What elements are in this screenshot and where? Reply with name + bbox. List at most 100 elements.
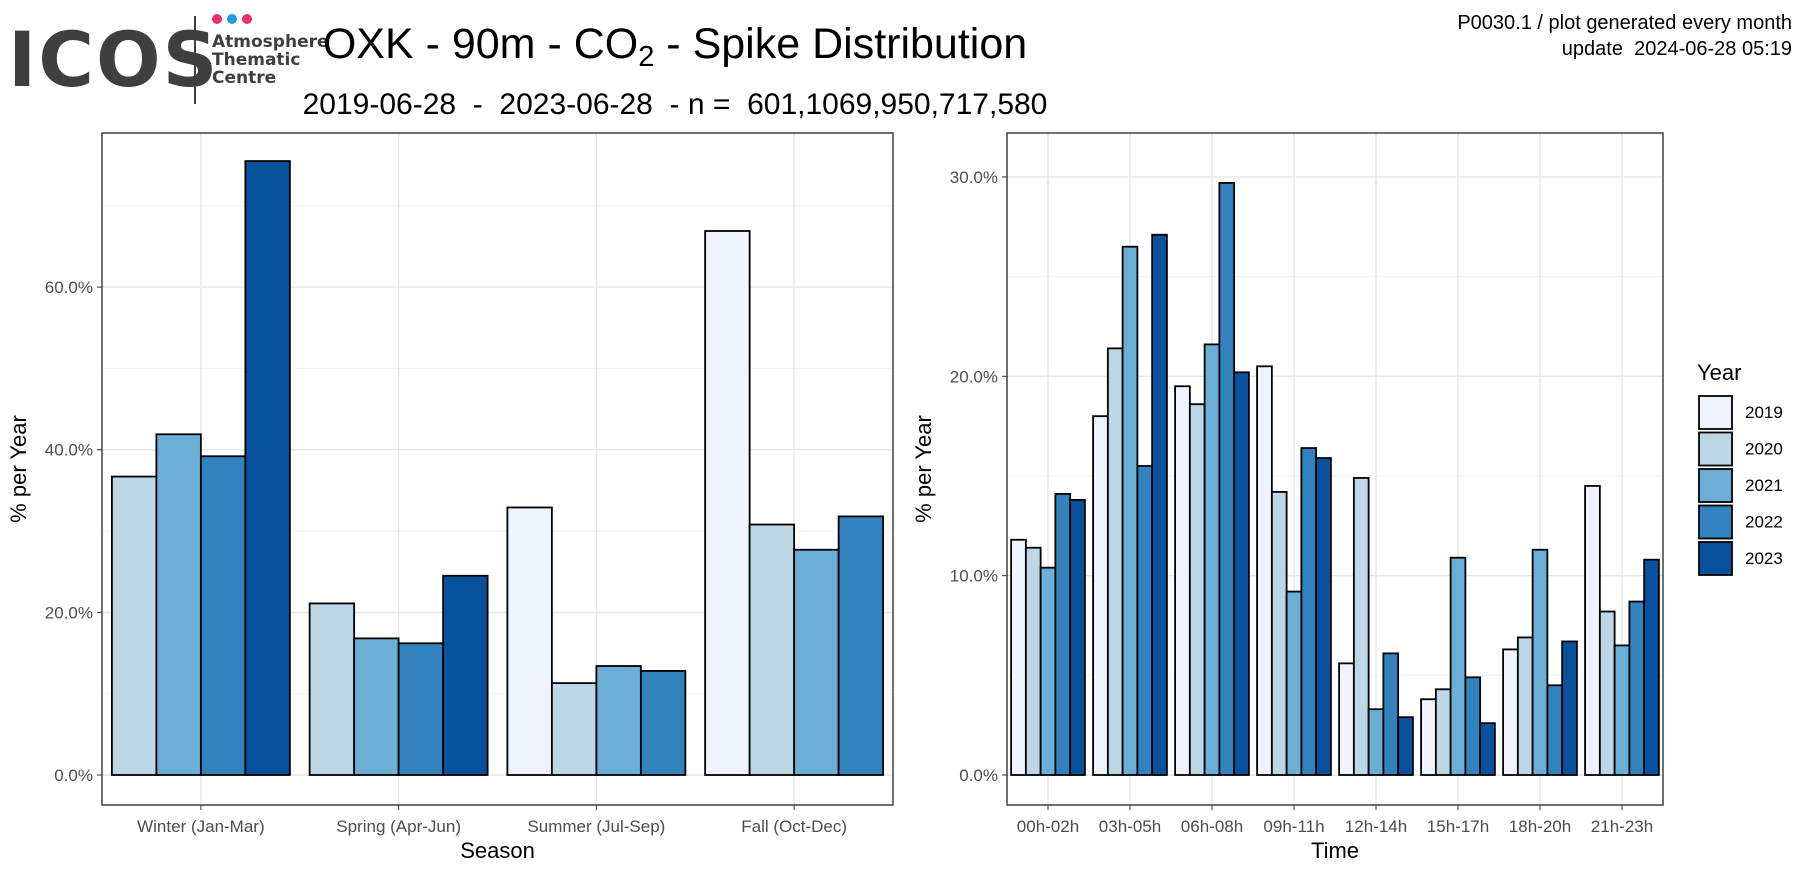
bar-2020-time-7 bbox=[1598, 610, 1616, 776]
meta-line-1: P0030.1 / plot generated every month bbox=[1457, 12, 1792, 34]
bar-2021-time-7 bbox=[1613, 644, 1631, 776]
y-tick-label: 20.0% bbox=[950, 367, 998, 386]
legend-title: Year bbox=[1697, 360, 1741, 385]
legend-swatch-2022 bbox=[1698, 504, 1733, 540]
bar-2022-season-2 bbox=[639, 670, 687, 776]
bar-2023-season-1 bbox=[442, 574, 489, 776]
bar-2020-time-3 bbox=[1270, 491, 1288, 776]
title-main: OXK - 90m - CO bbox=[322, 20, 639, 68]
legend-label-2021: 2021 bbox=[1745, 476, 1783, 495]
bar-2021-season-0 bbox=[155, 433, 202, 776]
bar-2020-season-1 bbox=[308, 602, 356, 776]
logo-dot-icon bbox=[227, 14, 237, 24]
bar-2023-time-5 bbox=[1479, 722, 1496, 776]
title-subscript: 2 bbox=[638, 41, 655, 73]
bar-2023-time-3 bbox=[1315, 457, 1332, 776]
page-title: OXK - 90m - CO2 - Spike Distribution bbox=[0, 20, 1350, 73]
bar-2022-time-6 bbox=[1546, 684, 1564, 776]
bar-2021-time-1 bbox=[1121, 245, 1139, 776]
y-tick-label: 0.0% bbox=[54, 766, 93, 785]
x-tick-label: 00h-02h bbox=[1017, 817, 1079, 836]
logo-line-2: Thematic bbox=[212, 50, 301, 70]
bar-2019-season-2 bbox=[506, 506, 553, 776]
bar-2020-time-5 bbox=[1434, 688, 1452, 776]
bar-2020-season-0 bbox=[110, 475, 158, 776]
bar-2019-time-6 bbox=[1502, 648, 1519, 776]
bar-2022-season-0 bbox=[199, 455, 247, 776]
y-tick-label: 60.0% bbox=[45, 278, 93, 297]
legend-swatch-2019 bbox=[1698, 395, 1733, 430]
logo-line-3: Centre bbox=[212, 68, 277, 88]
x-tick-label: 06h-08h bbox=[1181, 817, 1243, 836]
x-tick-label: 03h-05h bbox=[1099, 817, 1161, 836]
bar-2020-time-1 bbox=[1106, 347, 1124, 776]
logo-dot-icon bbox=[212, 14, 222, 24]
x-tick-label: Fall (Oct-Dec) bbox=[741, 817, 847, 836]
bar-2023-time-4 bbox=[1397, 716, 1414, 776]
legend-label-2023: 2023 bbox=[1745, 549, 1783, 568]
legend-swatch-2020 bbox=[1698, 431, 1733, 467]
bar-2020-time-0 bbox=[1024, 546, 1042, 776]
x-tick-label: Winter (Jan-Mar) bbox=[137, 817, 265, 836]
y-tick-label: 10.0% bbox=[950, 567, 998, 586]
bar-2020-time-2 bbox=[1188, 403, 1206, 776]
bar-2020-time-4 bbox=[1352, 477, 1370, 776]
logo-line-1: Atmosphere bbox=[212, 32, 329, 52]
bar-2023-time-6 bbox=[1561, 640, 1578, 776]
bar-2023-time-2 bbox=[1233, 371, 1250, 776]
bar-2019-time-0 bbox=[1010, 538, 1027, 776]
y-tick-label: 40.0% bbox=[45, 441, 93, 460]
bar-2023-time-7 bbox=[1643, 558, 1660, 776]
meta-line-2: update 2024-06-28 05:19 bbox=[1561, 38, 1792, 60]
chart-panel-time: 0.0% 10.0% 20.0% 30.0% 00h-02h 03h-05h 06h-08h… bbox=[911, 132, 1664, 863]
x-tick-label: 21h-23h bbox=[1591, 817, 1653, 836]
y-axis-title: % per Year bbox=[911, 415, 936, 523]
y-tick-label: 0.0% bbox=[959, 766, 998, 785]
bar-2021-season-2 bbox=[595, 665, 642, 776]
y-tick-label: 20.0% bbox=[45, 603, 93, 622]
bar-2022-time-4 bbox=[1382, 652, 1400, 776]
logo-wordmark: ICOS bbox=[8, 15, 220, 104]
bar-2021-time-6 bbox=[1531, 548, 1549, 776]
logo-divider bbox=[194, 16, 196, 104]
bar-2019-time-2 bbox=[1174, 385, 1191, 776]
bar-2022-time-5 bbox=[1464, 676, 1482, 776]
bar-2022-time-7 bbox=[1628, 600, 1646, 776]
bar-2021-time-2 bbox=[1203, 343, 1221, 776]
bar-2022-time-0 bbox=[1054, 493, 1072, 776]
bar-2022-time-2 bbox=[1218, 182, 1236, 776]
y-tick-label: 30.0% bbox=[950, 168, 998, 187]
bar-2020-season-3 bbox=[748, 523, 796, 776]
bar-2020-season-2 bbox=[550, 682, 598, 776]
x-tick-label: 09h-11h bbox=[1263, 817, 1324, 836]
y-axis-title: % per Year bbox=[6, 415, 31, 523]
legend-swatch-2023 bbox=[1698, 541, 1733, 576]
legend-label-2020: 2020 bbox=[1745, 440, 1783, 459]
bar-2022-time-1 bbox=[1136, 465, 1154, 776]
bar-2019-season-3 bbox=[704, 230, 751, 776]
bar-2021-time-5 bbox=[1449, 556, 1467, 776]
bar-2019-time-5 bbox=[1420, 698, 1437, 776]
x-tick-label: 12h-14h bbox=[1345, 817, 1407, 836]
title-tail: - Spike Distribution bbox=[654, 20, 1028, 68]
x-tick-label: 15h-17h bbox=[1427, 817, 1489, 836]
legend-swatch-2021 bbox=[1698, 468, 1733, 503]
bar-2022-season-3 bbox=[837, 515, 885, 776]
x-tick-label: Spring (Apr-Jun) bbox=[336, 817, 461, 836]
bar-2021-season-1 bbox=[353, 637, 400, 776]
chart-panel-season: 0.0% 20.0% 40.0% 60.0% Winter (Jan-Mar) Sprin… bbox=[6, 132, 894, 863]
x-tick-label: Summer (Jul-Sep) bbox=[527, 817, 665, 836]
x-axis-title: Time bbox=[1311, 838, 1359, 863]
bar-2022-time-3 bbox=[1300, 447, 1318, 776]
bar-2019-time-4 bbox=[1338, 662, 1355, 776]
page-subtitle: 2019-06-28 - 2023-06-28 - n = 601,1069,9… bbox=[302, 88, 1048, 121]
bar-2023-time-0 bbox=[1069, 498, 1086, 776]
panel-border bbox=[101, 132, 894, 806]
bar-2021-time-3 bbox=[1285, 590, 1303, 776]
bar-2020-time-6 bbox=[1516, 636, 1534, 776]
panel-border bbox=[1006, 132, 1664, 806]
logo-dot-icon bbox=[242, 14, 252, 24]
bar-2019-time-1 bbox=[1092, 415, 1109, 776]
bar-2021-time-4 bbox=[1367, 708, 1385, 776]
